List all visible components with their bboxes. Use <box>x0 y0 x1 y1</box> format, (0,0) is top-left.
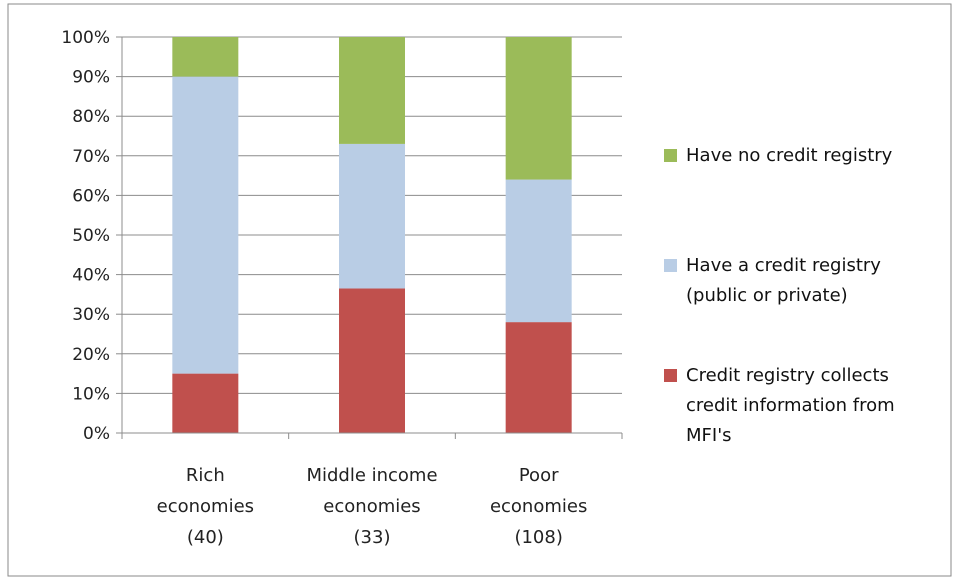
y-tick-label: 0% <box>83 424 110 444</box>
legend: Have no credit registry Have a credit reg… <box>664 145 895 446</box>
legend-label: Have a credit registry <box>686 255 881 276</box>
y-tick-label: 60% <box>72 186 110 206</box>
legend-label: credit information from <box>686 395 895 416</box>
legend-swatch <box>664 149 677 162</box>
x-category-label: (108) <box>514 527 562 548</box>
bar-segment-1-0 <box>339 288 405 433</box>
y-tick-label: 10% <box>72 384 110 404</box>
x-category-label: (33) <box>354 527 391 548</box>
bars <box>172 37 572 433</box>
bar-segment-2-0 <box>505 322 572 433</box>
bar-segment-1-1 <box>339 143 405 289</box>
y-tick-label: 20% <box>72 345 110 365</box>
y-tick-label: 90% <box>72 68 110 88</box>
legend-label: Have no credit registry <box>686 145 893 166</box>
y-tick-label: 40% <box>72 266 110 286</box>
y-tick-label: 30% <box>72 305 110 325</box>
bar-segment-2-2 <box>505 37 572 180</box>
legend-label: Credit registry collects <box>686 365 889 386</box>
bar-segment-1-2 <box>339 37 405 144</box>
y-tick-label: 80% <box>72 107 110 127</box>
legend-swatch <box>664 369 677 382</box>
bar-segment-2-1 <box>505 179 572 323</box>
x-category-label: Middle income <box>306 465 437 486</box>
x-category-label: Rich <box>186 465 225 486</box>
legend-label: MFI's <box>686 425 732 446</box>
x-category-label: economies <box>490 496 587 517</box>
legend-label: (public or private) <box>686 285 848 306</box>
bar-segment-0-2 <box>172 37 239 77</box>
x-category-label: (40) <box>187 527 224 548</box>
x-category-label: Poor <box>519 465 559 486</box>
bar-segment-0-1 <box>172 76 239 374</box>
axes: 0% 10% 20% 30% 40% 50% 60% 70% 80% 90% 100% Rich eco… <box>61 28 623 548</box>
y-tick-label: 70% <box>72 147 110 167</box>
chart-border <box>7 3 952 577</box>
x-category-label: economies <box>323 496 420 517</box>
legend-swatch <box>664 259 677 272</box>
y-tick-label: 100% <box>61 28 110 48</box>
x-category-label: economies <box>157 496 254 517</box>
y-tick-label: 50% <box>72 226 110 246</box>
bar-segment-0-0 <box>172 373 239 433</box>
